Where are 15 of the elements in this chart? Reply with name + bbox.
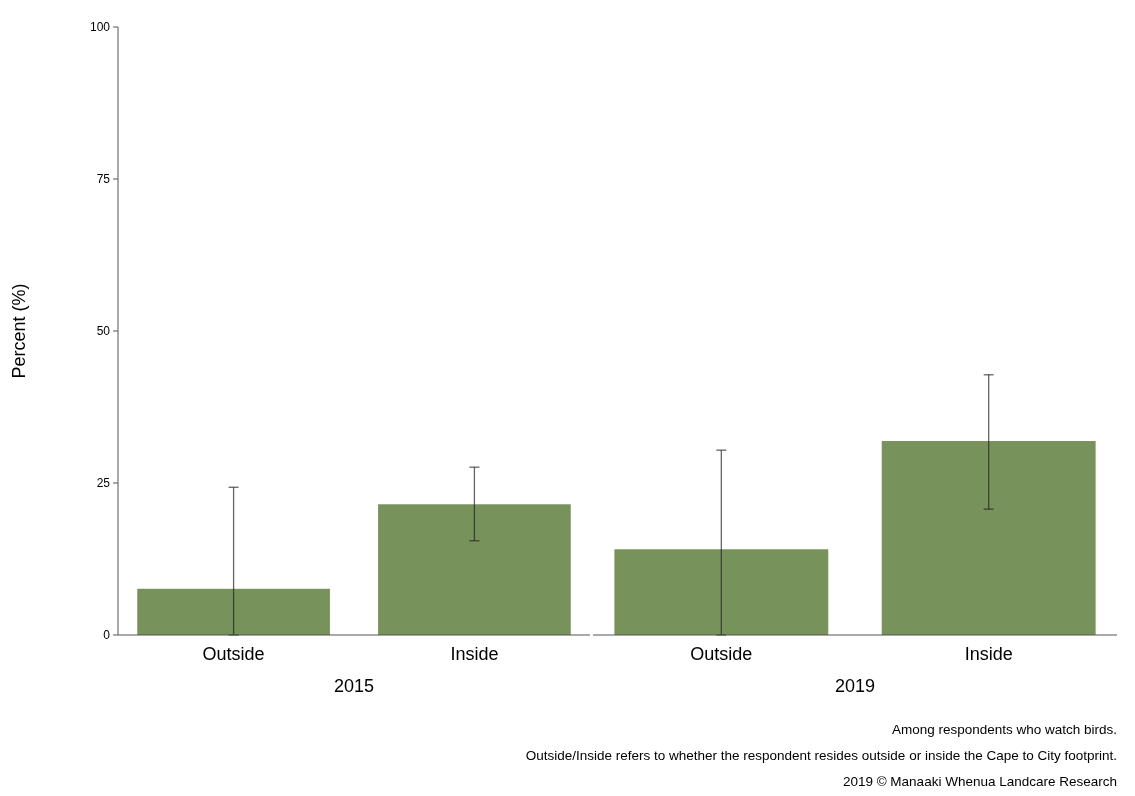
y-tick-label: 75 <box>96 172 111 187</box>
x-tick-label: Inside <box>450 644 499 664</box>
y-tick-label: 0 <box>103 628 111 643</box>
x-tick-label: Outside <box>202 644 265 664</box>
text: Among respondents who watch birds. <box>891 722 1117 737</box>
x-axis-title: 2015 <box>333 676 375 696</box>
x-tick-label: Outside <box>690 644 753 664</box>
y-axis-title: Percent (%) <box>9 283 29 379</box>
y-tick-label: 50 <box>96 324 111 339</box>
text: Outside/Inside refers to whether the respondent resides outside or inside the Cape to City footprint. <box>525 748 1117 763</box>
y-tick-label: 25 <box>96 476 111 491</box>
x-tick-label: Inside <box>964 644 1013 664</box>
text: 2019 © Manaaki Whenua Landcare Research <box>842 774 1117 789</box>
x-axis-title: 2019 <box>834 676 876 696</box>
y-tick-label: 100 <box>89 20 111 35</box>
